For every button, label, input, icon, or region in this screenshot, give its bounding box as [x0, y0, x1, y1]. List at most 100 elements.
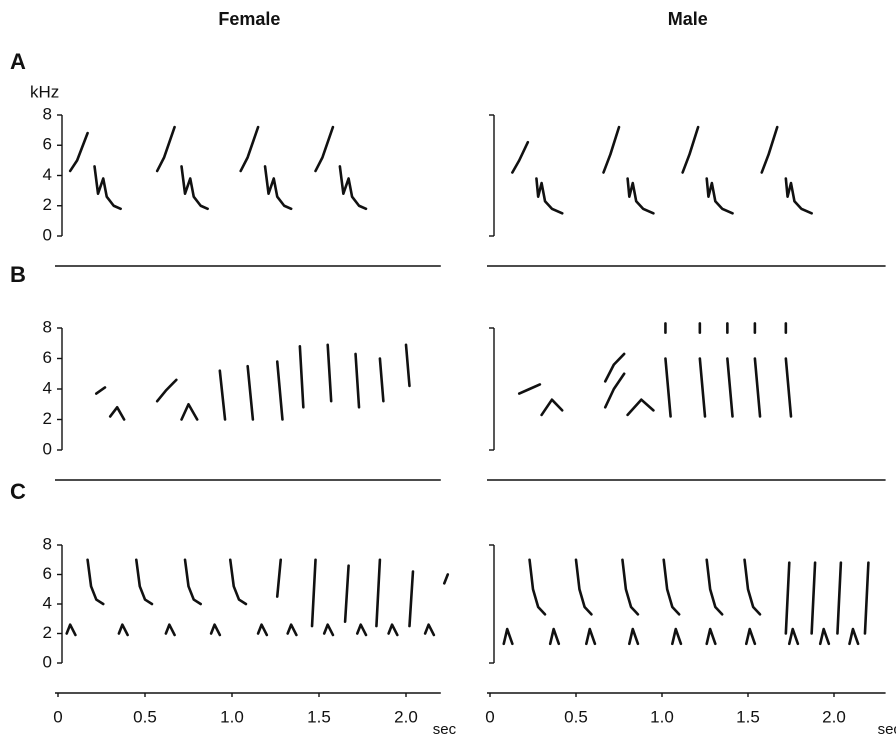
- syllable-trace: [671, 627, 683, 646]
- syllable-trace: [164, 623, 176, 637]
- syllable-trace: [784, 357, 793, 418]
- syllable-trace: [574, 558, 593, 616]
- syllable-trace: [314, 125, 335, 173]
- x-tick-label: 2.0: [394, 707, 418, 726]
- syllable-trace: [68, 131, 89, 173]
- syllable-trace: [155, 125, 176, 173]
- panel-label: B: [10, 262, 26, 287]
- syllable-trace: [86, 558, 105, 606]
- syllable-trace: [94, 386, 107, 395]
- x-tick-label: 0.5: [564, 707, 588, 726]
- syllable-trace: [664, 357, 672, 418]
- syllable-trace: [726, 357, 734, 418]
- syllable-trace: [621, 558, 640, 616]
- panel-label: A: [10, 49, 26, 74]
- syllable-trace: [863, 561, 870, 635]
- syllable-trace: [155, 378, 178, 403]
- syllable-trace: [343, 564, 350, 624]
- syllable-trace: [705, 558, 724, 616]
- y-tick-label: 2: [43, 623, 52, 642]
- syllable-trace: [108, 405, 126, 421]
- syllable-trace: [784, 177, 813, 215]
- y-tick-label: 2: [43, 195, 52, 214]
- syllable-trace: [183, 558, 202, 606]
- syllable-trace: [698, 357, 707, 418]
- syllable-trace: [760, 125, 779, 174]
- syllable-trace: [354, 352, 361, 409]
- syllable-trace: [603, 372, 626, 409]
- syllable-trace: [275, 558, 283, 598]
- column-title: Male: [668, 9, 708, 29]
- y-tick-label: 0: [43, 652, 52, 671]
- x-tick-label: 1.5: [736, 707, 760, 726]
- syllable-trace: [387, 623, 399, 637]
- syllable-trace: [502, 627, 514, 646]
- x-tick-label: 0.5: [133, 707, 157, 726]
- y-tick-label: 8: [43, 534, 52, 553]
- x-tick-label: 1.0: [220, 707, 244, 726]
- syllable-trace: [180, 165, 209, 211]
- syllable-trace: [135, 558, 154, 606]
- syllable-trace: [517, 383, 542, 395]
- syllable-trace: [662, 558, 681, 616]
- syllable-trace: [423, 623, 436, 637]
- y-tick-label: 4: [43, 593, 52, 612]
- y-tick-label: 6: [43, 348, 52, 367]
- syllable-trace: [246, 364, 255, 421]
- syllable-trace: [681, 125, 700, 174]
- syllable-trace: [239, 125, 260, 173]
- x-axis-label: sec: [433, 721, 457, 738]
- syllable-trace: [744, 627, 757, 646]
- y-tick-label: 6: [43, 564, 52, 583]
- syllable-trace: [628, 627, 640, 646]
- x-tick-label: 0: [485, 707, 494, 726]
- syllable-trace: [818, 627, 831, 646]
- y-tick-label: 8: [43, 104, 52, 123]
- syllable-trace: [65, 623, 77, 637]
- syllable-trace: [326, 343, 333, 403]
- syllable-trace: [836, 561, 843, 635]
- syllable-trace: [705, 627, 717, 646]
- y-tick-label: 2: [43, 409, 52, 428]
- y-tick-label: 4: [43, 378, 52, 397]
- syllable-trace: [180, 402, 199, 421]
- panel-label: C: [10, 479, 26, 504]
- syllable-trace: [378, 357, 385, 403]
- syllable-trace: [408, 570, 415, 628]
- syllable-trace: [338, 165, 368, 211]
- syllable-trace: [784, 561, 791, 635]
- syllable-trace: [787, 627, 800, 646]
- syllable-trace: [511, 140, 530, 174]
- syllable-trace: [442, 573, 450, 585]
- syllable-trace: [256, 623, 269, 637]
- syllable-trace: [753, 357, 762, 418]
- y-tick-label: 4: [43, 165, 52, 184]
- syllable-trace: [626, 398, 655, 417]
- syllable-trace: [355, 623, 368, 637]
- syllable-trace: [810, 561, 817, 635]
- syllable-trace: [404, 343, 411, 388]
- x-tick-label: 1.0: [650, 707, 674, 726]
- syllable-trace: [298, 344, 305, 409]
- syllable-trace: [218, 369, 227, 421]
- syllable-trace: [705, 177, 734, 215]
- syllable-trace: [535, 177, 564, 215]
- syllable-trace: [375, 558, 382, 628]
- syllable-trace: [528, 558, 547, 616]
- y-tick-label: 0: [43, 225, 52, 244]
- y-tick-label: 6: [43, 135, 52, 154]
- syllable-trace: [626, 177, 655, 215]
- syllable-trace: [548, 627, 561, 646]
- syllable-trace: [602, 125, 621, 174]
- syllable-trace: [743, 558, 762, 616]
- x-tick-label: 0: [53, 707, 62, 726]
- syllable-trace: [585, 627, 597, 646]
- syllable-trace: [93, 165, 122, 211]
- syllable-trace: [228, 558, 248, 606]
- y-axis-label: kHz: [30, 82, 59, 101]
- syllable-trace: [275, 360, 284, 421]
- x-axis-label: sec: [878, 721, 896, 738]
- y-tick-label: 8: [43, 317, 52, 336]
- x-tick-label: 2.0: [822, 707, 846, 726]
